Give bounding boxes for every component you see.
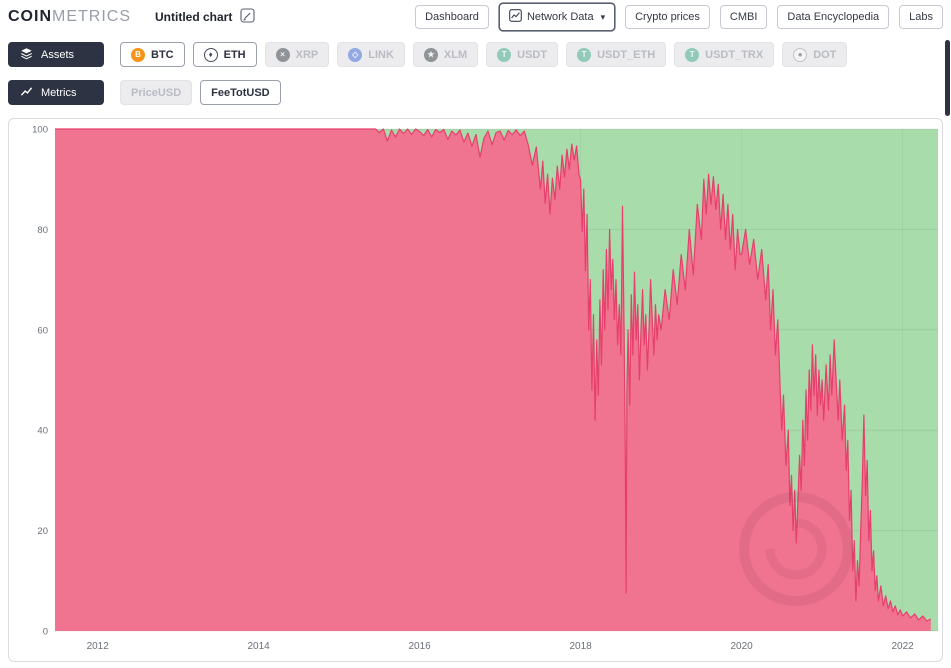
layers-icon (20, 47, 33, 63)
svg-text:100: 100 (32, 125, 48, 136)
eth-icon: ♦ (203, 47, 218, 62)
asset-chip-usdt[interactable]: T USDT (486, 42, 559, 67)
trend-line-icon (20, 85, 33, 101)
assets-row: Assets B BTC ♦ ETH × XRP ◇ LINK ★ XLM T … (0, 42, 951, 67)
chevron-down-icon: ▾ (600, 11, 606, 22)
assets-section-button[interactable]: Assets (8, 42, 104, 67)
nav-crypto-prices-button[interactable]: Crypto prices (625, 5, 710, 29)
svg-text:2018: 2018 (569, 641, 592, 652)
xrp-icon: × (275, 47, 290, 62)
metric-chips: PriceUSD FeeTotUSD (120, 80, 281, 105)
chart-card: 0 20 40 60 80 100 2012 2014 2016 2018 2020 2022 (8, 118, 943, 662)
logo-coin: COIN (8, 8, 52, 25)
asset-chip-dot[interactable]: ● DOT (782, 42, 848, 67)
svg-text:80: 80 (37, 225, 48, 236)
edit-title-button[interactable] (240, 8, 255, 26)
asset-chip-eth[interactable]: ♦ ETH (192, 42, 257, 67)
logo-metrics: METRICS (52, 8, 131, 25)
asset-chip-usdt-trx[interactable]: T USDT_TRX (674, 42, 775, 67)
asset-chip-link[interactable]: ◇ LINK (337, 42, 405, 67)
svg-text:2020: 2020 (730, 641, 753, 652)
usdt-trx-icon: T (685, 47, 700, 62)
asset-chip-btc[interactable]: B BTC (120, 42, 185, 67)
xlm-icon: ★ (423, 47, 438, 62)
svg-text:20: 20 (37, 526, 48, 537)
asset-chips: B BTC ♦ ETH × XRP ◇ LINK ★ XLM T USDT T … (120, 42, 848, 67)
asset-chip-usdt-eth[interactable]: T USDT_ETH (566, 42, 667, 67)
line-chart-icon (509, 9, 522, 25)
top-navigation: Dashboard Network Data ▾ Crypto prices C… (415, 3, 943, 31)
pencil-icon (240, 8, 255, 26)
svg-text:0: 0 (43, 627, 48, 638)
link-icon: ◇ (348, 47, 363, 62)
dot-icon: ● (793, 47, 808, 62)
coinmetrics-logo: COINMETRICS (8, 8, 131, 26)
svg-text:2022: 2022 (891, 641, 914, 652)
svg-text:2012: 2012 (87, 641, 110, 652)
usdt-icon: T (497, 47, 512, 62)
svg-text:2016: 2016 (408, 641, 431, 652)
nav-network-data-button[interactable]: Network Data ▾ (498, 3, 616, 31)
asset-chip-xlm[interactable]: ★ XLM (412, 42, 479, 67)
top-bar: COINMETRICS Untitled chart Dashboard Net… (0, 0, 951, 32)
svg-text:60: 60 (37, 325, 48, 336)
asset-chip-xrp[interactable]: × XRP (264, 42, 330, 67)
btc-icon: B (131, 47, 145, 62)
metric-chip-priceusd[interactable]: PriceUSD (120, 80, 193, 105)
metrics-section-button[interactable]: Metrics (8, 80, 104, 105)
usdt-eth-icon: T (577, 47, 592, 62)
chart-title: Untitled chart (155, 10, 233, 24)
metric-chip-feetotusd[interactable]: FeeTotUSD (200, 80, 281, 105)
nav-labs-button[interactable]: Labs (899, 5, 943, 29)
chips-scrollbar[interactable] (945, 40, 950, 116)
nav-cmbi-button[interactable]: CMBI (719, 5, 768, 29)
fee-share-area-chart[interactable]: 0 20 40 60 80 100 2012 2014 2016 2018 2020 2022 (9, 119, 942, 661)
svg-text:2014: 2014 (247, 641, 270, 652)
nav-dashboard-button[interactable]: Dashboard (415, 5, 489, 29)
svg-text:40: 40 (37, 426, 48, 437)
nav-data-encyclopedia-button[interactable]: Data Encyclopedia (777, 5, 890, 29)
metrics-row: Metrics PriceUSD FeeTotUSD (0, 80, 951, 105)
